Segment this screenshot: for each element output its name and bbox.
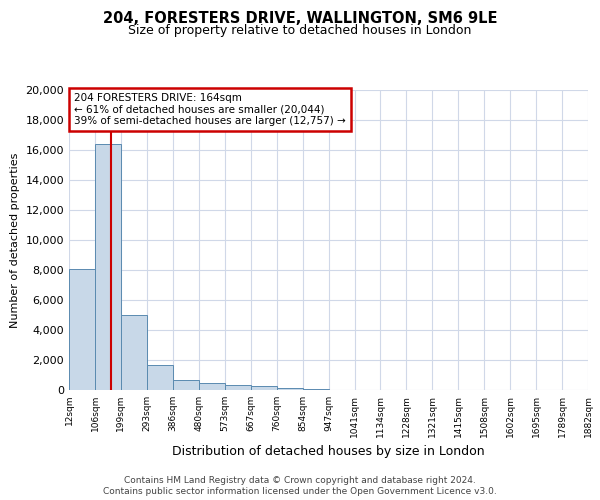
Y-axis label: Number of detached properties: Number of detached properties	[10, 152, 20, 328]
Bar	[302, 389, 329, 390]
Bar	[95, 144, 121, 390]
Bar	[69, 269, 95, 390]
Bar	[173, 380, 199, 390]
Bar	[224, 385, 251, 390]
Bar	[147, 364, 173, 390]
Text: Size of property relative to detached houses in London: Size of property relative to detached ho…	[128, 24, 472, 37]
Bar	[199, 383, 224, 390]
Text: Contains public sector information licensed under the Open Government Licence v3: Contains public sector information licen…	[103, 488, 497, 496]
Bar	[251, 386, 277, 390]
Text: Contains HM Land Registry data © Crown copyright and database right 2024.: Contains HM Land Registry data © Crown c…	[124, 476, 476, 485]
Text: 204 FORESTERS DRIVE: 164sqm
← 61% of detached houses are smaller (20,044)
39% of: 204 FORESTERS DRIVE: 164sqm ← 61% of det…	[74, 93, 346, 126]
Bar	[121, 315, 147, 390]
Bar	[277, 388, 302, 390]
Text: 204, FORESTERS DRIVE, WALLINGTON, SM6 9LE: 204, FORESTERS DRIVE, WALLINGTON, SM6 9L…	[103, 11, 497, 26]
X-axis label: Distribution of detached houses by size in London: Distribution of detached houses by size …	[172, 446, 485, 458]
